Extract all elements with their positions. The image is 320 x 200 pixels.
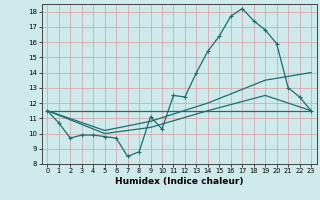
X-axis label: Humidex (Indice chaleur): Humidex (Indice chaleur) — [115, 177, 244, 186]
